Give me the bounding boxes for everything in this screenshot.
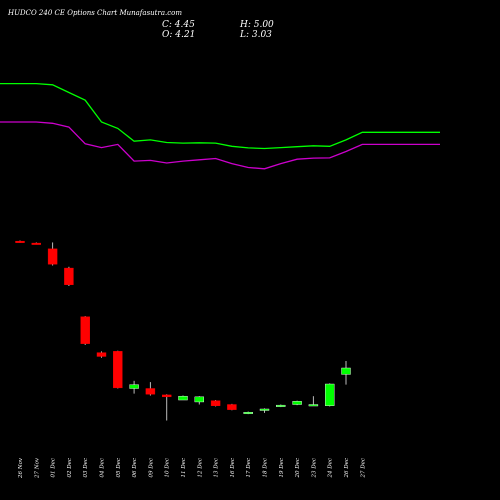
open-label: O: 4.21: [162, 30, 195, 40]
candle-body-up: [276, 404, 286, 407]
x-tick-label: 20 Dec: [295, 458, 301, 479]
candle: [308, 396, 319, 407]
candle: [31, 242, 41, 245]
x-axis-ticks: 26 Nov 27 Nov 01 Dec 02 Dec 03 Dec 04 Dec 05 D…: [18, 457, 366, 479]
candle: [341, 360, 351, 385]
candle: [292, 400, 302, 406]
x-tick-label: 12 Dec: [197, 458, 203, 478]
candle: [276, 404, 286, 408]
x-tick-label: 18 Dec: [263, 458, 269, 478]
candle-body-up: [243, 412, 253, 414]
low-label: L: 3.03: [239, 30, 272, 40]
high-label: H: 5.00: [239, 20, 274, 30]
x-tick-label: 27 Dec: [360, 458, 366, 479]
close-label: C: 4.45: [162, 20, 195, 30]
candle: [259, 408, 270, 413]
indicator-bands: [0, 82, 440, 170]
x-tick-label: 04 Dec: [100, 458, 106, 478]
x-tick-label: 26 Dec: [344, 458, 350, 479]
x-tick-label: 23 Dec: [311, 458, 317, 479]
candle-body-up: [259, 408, 270, 411]
x-tick-label: 17 Dec: [246, 458, 252, 478]
candle-body-up: [292, 401, 302, 405]
candle-body-up: [341, 367, 351, 375]
candle-body-up: [194, 396, 205, 403]
candle: [210, 400, 221, 407]
candle: [113, 350, 123, 389]
candle: [47, 242, 58, 266]
x-tick-label: 06 Dec: [132, 458, 138, 478]
candles: [15, 240, 351, 421]
x-tick-label: 13 Dec: [214, 458, 220, 478]
lower-band-line: [0, 121, 440, 170]
candle: [96, 351, 107, 358]
candle: [243, 411, 253, 415]
candle: [145, 382, 156, 396]
candle: [129, 380, 139, 394]
candle-body-down: [80, 316, 90, 344]
candle-body-up: [325, 383, 335, 406]
candle-body-down: [145, 388, 156, 395]
candle-body-down: [227, 404, 237, 410]
x-tick-label: 03 Dec: [83, 458, 89, 478]
x-tick-label: 11 Dec: [181, 458, 187, 478]
candle: [15, 240, 25, 243]
x-tick-label: 02 Dec: [67, 458, 73, 478]
candle-body-down: [31, 242, 41, 245]
candle-body-down: [96, 352, 107, 357]
candle-body-down: [210, 400, 221, 406]
candle: [227, 403, 237, 411]
upper-band-line: [0, 82, 440, 150]
candle: [178, 395, 188, 401]
candle-body-down: [64, 267, 74, 285]
x-tick-label: 01 Dec: [51, 458, 57, 478]
x-tick-label: 05 Dec: [116, 458, 122, 478]
x-tick-label: 24 Dec: [328, 458, 334, 479]
candle: [64, 266, 74, 286]
candle-body-down: [113, 351, 123, 389]
candle-body-down: [47, 248, 58, 265]
candle-body-up: [308, 404, 319, 407]
candle: [325, 383, 335, 407]
chart-title: HUDCO 240 CE Options Chart Munafasutra.c…: [7, 9, 182, 17]
candle: [161, 394, 172, 421]
candle-body-down: [15, 240, 25, 243]
candle-body-down: [161, 394, 172, 398]
x-tick-label: 26 Nov: [18, 457, 24, 479]
x-tick-label: 09 Dec: [148, 458, 154, 478]
x-tick-label: 19 Dec: [279, 458, 285, 478]
candle-body-up: [178, 395, 188, 401]
x-tick-label: 27 Nov: [34, 457, 40, 479]
x-tick-label: 16 Dec: [230, 458, 236, 478]
candle: [80, 316, 90, 345]
x-tick-label: 10 Dec: [165, 458, 171, 478]
candle-body-up: [129, 384, 139, 389]
candle: [194, 396, 205, 405]
